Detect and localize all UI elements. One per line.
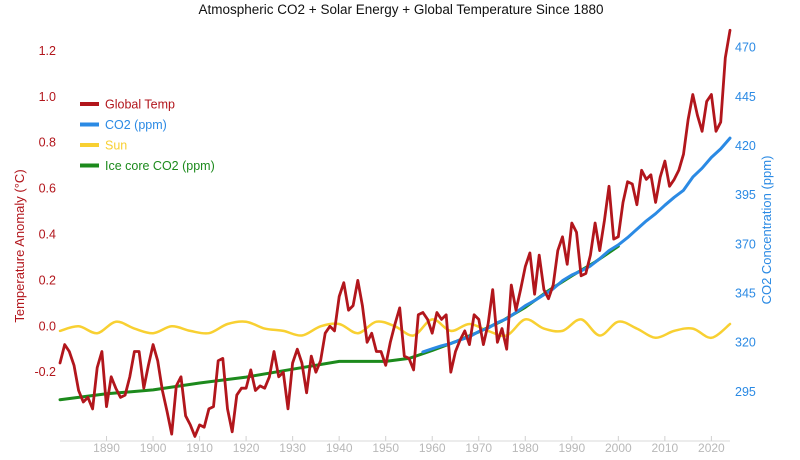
y-left-tick-label: 0.2 [39, 273, 56, 287]
x-tick-label: 2000 [605, 441, 632, 455]
chart-title: Atmospheric CO2 + Solar Energy + Global … [199, 2, 604, 17]
y-left-tick-label: 0.0 [39, 319, 56, 333]
y-left-tick-label: 1.2 [39, 44, 56, 58]
series-layer [58, 28, 732, 438]
x-tick-label: 1890 [93, 441, 120, 455]
left-axis-label: Temperature Anomaly (°C) [12, 169, 27, 322]
co2-series-line [421, 136, 732, 354]
y-right-tick-label: 445 [735, 90, 756, 104]
x-tick-label: 1980 [512, 441, 539, 455]
right-axis-label: CO2 Concentration (ppm) [759, 156, 774, 305]
y-left-tick-label: 0.4 [39, 228, 56, 242]
y-right-tick-label: 320 [735, 336, 756, 350]
y-right-tick-label: 395 [735, 188, 756, 202]
y-right-tick-label: 470 [735, 41, 756, 55]
y-left-tick-label: 1.0 [39, 90, 56, 104]
x-tick-label: 1940 [326, 441, 353, 455]
y-right-tick-label: 370 [735, 237, 756, 251]
x-tick-label: 1930 [279, 441, 306, 455]
legend-label: Ice core CO2 (ppm) [105, 159, 215, 173]
x-tick-label: 1950 [372, 441, 399, 455]
legend-label: Global Temp [105, 98, 175, 112]
right-axis-ticks: 295 320 345 370 395 420 445 470 [735, 41, 756, 399]
legend: Global Temp CO2 (ppm) Sun Ice core CO2 (ppm… [80, 98, 215, 173]
x-tick-label: 1990 [558, 441, 585, 455]
legend-label: CO2 (ppm) [105, 118, 167, 132]
y-right-tick-label: 420 [735, 139, 756, 153]
x-tick-label: 1900 [140, 441, 167, 455]
x-tick-label: 1910 [186, 441, 213, 455]
x-tick-label: 2010 [652, 441, 679, 455]
y-left-tick-label: 0.8 [39, 136, 56, 150]
y-left-tick-label: 0.6 [39, 182, 56, 196]
legend-label: Sun [105, 139, 127, 153]
x-axis-ticks: 1890 1900 1910 1920 1930 1940 1950 1960 1970 1980… [93, 436, 725, 455]
x-tick-label: 1960 [419, 441, 446, 455]
x-tick-label: 2020 [698, 441, 725, 455]
y-right-tick-label: 295 [735, 385, 756, 399]
x-tick-label: 1970 [465, 441, 492, 455]
x-tick-label: 1920 [233, 441, 260, 455]
global-temp-series-line [58, 28, 732, 438]
left-axis-ticks: -0.2 0.0 0.2 0.4 0.6 0.8 1.0 1.2 [34, 44, 56, 379]
y-left-tick-label: -0.2 [34, 365, 56, 379]
y-right-tick-label: 345 [735, 287, 756, 301]
